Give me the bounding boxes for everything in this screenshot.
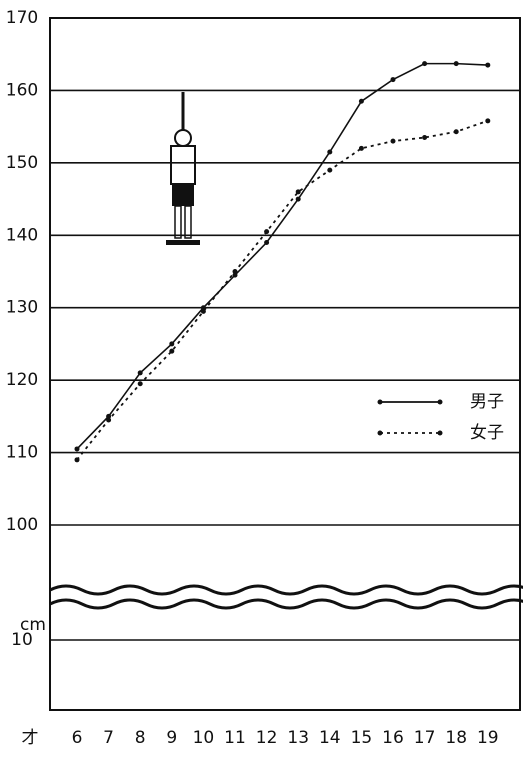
y-tick-label: 110 <box>6 443 38 463</box>
y-unit: cm <box>20 615 46 635</box>
data-point <box>453 129 459 135</box>
y-tick-label: 150 <box>6 153 38 173</box>
data-point <box>327 167 333 173</box>
legend-marker <box>437 430 443 436</box>
data-point <box>74 446 80 452</box>
data-point <box>358 145 364 151</box>
legend-marker <box>377 430 383 436</box>
data-point <box>358 98 364 104</box>
y-tick-label: 130 <box>6 298 38 318</box>
x-tick-label: 12 <box>256 728 278 748</box>
data-point <box>390 77 396 83</box>
x-tick-label: 18 <box>445 728 467 748</box>
x-tick-label: 19 <box>477 728 499 748</box>
data-point <box>453 61 459 67</box>
x-tick-label: 6 <box>72 728 83 748</box>
x-axis-label: 才 <box>22 728 39 748</box>
data-point <box>485 62 491 68</box>
data-point <box>422 135 428 141</box>
data-point <box>327 149 333 155</box>
data-point <box>295 189 301 195</box>
data-point <box>422 61 428 67</box>
data-point <box>232 272 238 278</box>
data-line <box>76 119 489 461</box>
data-line <box>76 62 488 450</box>
axis-break <box>49 598 523 610</box>
data-point <box>137 370 143 376</box>
y-tick-label: 160 <box>6 80 38 100</box>
data-point <box>200 308 206 314</box>
data-point <box>390 138 396 144</box>
data-point <box>232 269 238 274</box>
x-tick-label: 7 <box>103 728 114 748</box>
boy-illustration <box>166 92 200 245</box>
data-point <box>264 240 270 246</box>
y-tick-label: 100 <box>6 515 38 535</box>
y-tick-label: 170 <box>6 8 38 28</box>
legend-marker <box>437 399 443 405</box>
x-tick-label: 10 <box>193 728 215 748</box>
x-tick-label: 11 <box>224 728 246 748</box>
x-tick-label: 14 <box>319 728 341 748</box>
y-tick-label: 120 <box>6 370 38 390</box>
legend-label: 女子 <box>470 423 504 443</box>
data-point <box>169 341 175 347</box>
data-point <box>106 417 112 423</box>
y-tick-label: 10 <box>11 630 33 650</box>
data-point <box>485 118 491 124</box>
legend-marker <box>377 399 383 405</box>
x-tick-label: 13 <box>287 728 309 748</box>
data-point <box>295 196 301 202</box>
data-point <box>137 381 143 387</box>
x-tick-label: 8 <box>135 728 146 748</box>
x-tick-label: 15 <box>351 728 373 748</box>
x-tick-label: 17 <box>414 728 436 748</box>
data-point <box>74 457 80 463</box>
data-point <box>169 348 175 354</box>
axis-break <box>49 584 523 596</box>
data-point <box>106 413 112 419</box>
legend-label: 男子 <box>470 392 504 412</box>
y-tick-label: 140 <box>6 225 38 245</box>
data-point <box>264 229 270 235</box>
x-tick-label: 9 <box>166 728 177 748</box>
x-tick-label: 16 <box>382 728 404 748</box>
